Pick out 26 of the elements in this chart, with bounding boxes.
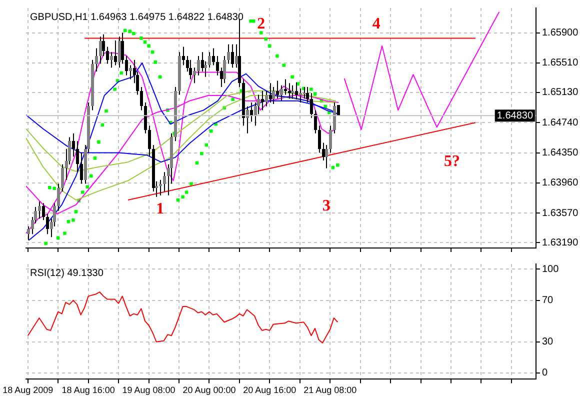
x-tick-label: 20 Aug 00:00 [182,385,236,396]
chart-title: GBPUSD,H1 1.64963 1.64975 1.64822 1.64830 [30,12,244,23]
annotation: 2 [257,15,266,32]
y-tick-label: 1.63960 [542,178,579,189]
y-tick-label: 1.63570 [542,208,579,219]
y-tick-label: 100 [542,264,560,275]
chart-title: RSI(12) 49.1330 [30,268,104,279]
ref-line-label: 1.64830 [496,110,534,122]
y-tick-label: 30 [542,336,554,348]
y-tick-label: 1.63190 [542,237,579,248]
y-tick-label: 1.64350 [542,148,579,159]
x-tick-label: 19 Aug 08:00 [122,385,176,396]
y-tick-label: 1.65510 [542,58,579,69]
annotation: 1 [156,200,164,218]
x-tick-label: 21 Aug 08:00 [304,385,357,396]
x-tick-label: 18 Aug 2009 [2,385,54,396]
annotation: 4 [372,15,380,32]
y-tick-label: 1.64740 [542,117,579,128]
y-tick-label: 1.65130 [542,87,579,98]
y-tick-label: 70 [542,295,554,306]
annotation: 3 [322,197,330,214]
y-tick-label: 0 [542,368,548,379]
annotation: 5? [444,153,460,170]
x-tick-label: 20 Aug 16:00 [243,385,296,396]
y-tick-label: 1.65900 [542,28,579,39]
x-tick-label: 18 Aug 16:00 [62,385,115,396]
